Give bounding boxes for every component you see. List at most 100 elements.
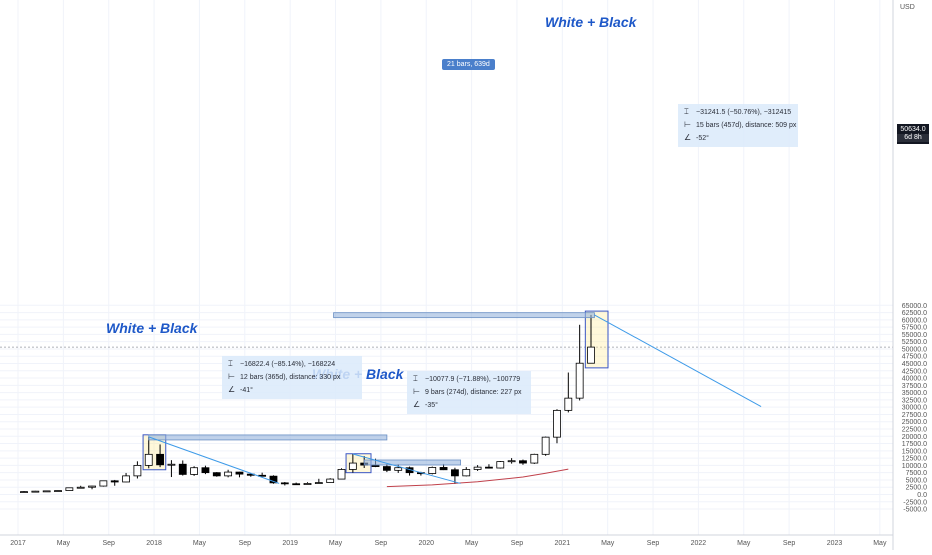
candle-body[interactable] — [65, 487, 74, 491]
candle-body[interactable] — [348, 462, 357, 470]
candle-body[interactable] — [20, 491, 28, 493]
x-tick-label: Sep — [647, 540, 660, 547]
candle-body[interactable] — [201, 467, 210, 474]
candle-body[interactable] — [314, 482, 323, 484]
candle-body[interactable] — [224, 471, 233, 477]
candle-body[interactable] — [394, 467, 403, 471]
candle-body[interactable] — [564, 397, 573, 411]
x-tick-label: 2020 — [418, 540, 434, 547]
y-tick-label: 20000.0 — [902, 434, 927, 441]
y-tick-label: -2500.0 — [903, 499, 927, 506]
x-tick-label: May — [873, 540, 887, 547]
candle-body[interactable] — [31, 490, 40, 493]
candle-body[interactable] — [235, 471, 244, 475]
candle-body[interactable] — [54, 490, 62, 492]
candle-body[interactable] — [99, 480, 108, 487]
pattern-label-2021[interactable]: White + Black — [545, 14, 637, 30]
candle-body[interactable] — [462, 469, 471, 477]
candle-body[interactable] — [587, 346, 595, 364]
measure-box-2021[interactable]: ⌶ −31241.5 (−50.76%), −312415 ⊢ 15 bars (4… — [678, 104, 798, 147]
candle-body[interactable] — [303, 483, 312, 486]
measure-bars: 12 bars (365d), distance: 330 px — [240, 374, 341, 381]
bars-range-icon: ⊢ — [413, 387, 420, 396]
candle-body[interactable] — [326, 478, 335, 483]
trend-line[interactable] — [352, 453, 461, 484]
x-tick-label: Sep — [783, 540, 796, 547]
y-tick-label: 65000.0 — [902, 303, 927, 310]
candle-body[interactable] — [473, 466, 482, 470]
y-tick-label: 50000.0 — [902, 346, 927, 353]
candle-body[interactable] — [212, 472, 221, 477]
candle-body[interactable] — [337, 469, 346, 480]
currency-label: USD — [900, 4, 915, 11]
last-price-badge[interactable]: 50634.0 6d 8h — [897, 124, 929, 144]
candle-body[interactable] — [451, 469, 459, 477]
candle-body[interactable] — [292, 483, 301, 486]
candle-body[interactable] — [553, 409, 561, 438]
measure-angle: -52° — [696, 135, 709, 142]
candle-body[interactable] — [122, 475, 130, 483]
y-tick-label: 37500.0 — [902, 383, 927, 390]
y-tick-label: 55000.0 — [902, 332, 927, 339]
pattern-label-2018[interactable]: White + Black — [106, 320, 198, 336]
candle-body[interactable] — [507, 460, 516, 463]
x-tick-label: 2023 — [827, 540, 843, 547]
candle-body[interactable] — [530, 453, 539, 464]
y-tick-label: 22500.0 — [902, 427, 927, 434]
trend-line[interactable] — [594, 314, 762, 408]
candle-body[interactable] — [190, 467, 199, 475]
candle-body[interactable] — [133, 464, 142, 477]
candle-body[interactable] — [485, 466, 493, 469]
y-tick-label: 12500.0 — [902, 456, 927, 463]
candle-body[interactable] — [42, 490, 51, 493]
candle-body[interactable] — [541, 436, 550, 455]
angle-icon: ∠ — [228, 385, 236, 394]
y-tick-label: 45000.0 — [902, 361, 927, 368]
bars-range-label[interactable]: 21 bars, 639d — [442, 59, 495, 70]
candle-body[interactable] — [575, 362, 584, 399]
price-range-icon: ⌶ — [413, 374, 418, 383]
x-tick-label: May — [329, 540, 343, 547]
candle-body[interactable] — [382, 466, 391, 471]
y-tick-label: 57500.0 — [902, 325, 927, 332]
candle-body[interactable] — [88, 485, 96, 488]
candle-body[interactable] — [156, 453, 164, 466]
x-tick-label: May — [737, 540, 751, 547]
candle-body[interactable] — [167, 463, 176, 466]
bar-range-marker[interactable] — [363, 459, 461, 466]
candle-body[interactable] — [110, 480, 119, 483]
x-tick-label: Sep — [239, 540, 252, 547]
candle-body[interactable] — [76, 486, 85, 489]
angle-icon: ∠ — [413, 400, 421, 409]
y-tick-label: 27500.0 — [902, 412, 927, 419]
measure-bars: 15 bars (457d), distance: 509 px — [696, 122, 797, 129]
measure-price-change: −10077.9 (−71.88%), −100779 — [425, 376, 521, 383]
measure-bars: 9 bars (274d), distance: 227 px — [425, 389, 522, 396]
candle-body[interactable] — [439, 467, 448, 471]
x-tick-label: 2019 — [282, 540, 298, 547]
candle-body[interactable] — [178, 463, 187, 475]
candle-body[interactable] — [496, 461, 505, 469]
moving-average-line — [386, 468, 569, 488]
y-tick-label: 2500.0 — [906, 485, 928, 492]
measure-box-2019[interactable]: ⌶ −10077.9 (−71.88%), −100779 ⊢ 9 bars (27… — [407, 371, 531, 414]
measure-angle: -35° — [425, 402, 438, 409]
x-tick-label: May — [601, 540, 615, 547]
candle-body[interactable] — [519, 460, 527, 464]
x-tick-label: 2021 — [555, 540, 571, 547]
candle-body[interactable] — [144, 453, 153, 466]
measure-angle: -41° — [240, 387, 253, 394]
candle-body[interactable] — [269, 475, 278, 484]
trend-line[interactable] — [148, 436, 280, 484]
bars-range-icon: ⊢ — [684, 120, 691, 129]
y-tick-label: 35000.0 — [902, 390, 927, 397]
bar-range-marker[interactable] — [333, 312, 595, 319]
measure-box-2018[interactable]: ⌶ −16822.4 (−85.14%), −168224 ⊢ 12 bars (3… — [222, 356, 362, 399]
candle-body[interactable] — [428, 467, 437, 474]
y-tick-label: 30000.0 — [902, 405, 927, 412]
candle-body[interactable] — [280, 482, 289, 485]
x-tick-label: Sep — [375, 540, 388, 547]
bar-range-marker[interactable] — [148, 434, 388, 441]
